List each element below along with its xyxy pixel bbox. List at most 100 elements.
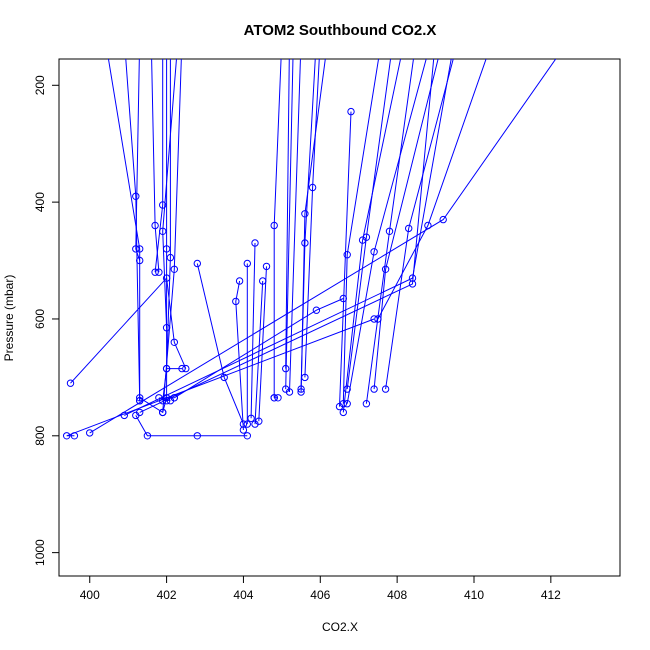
series-group <box>62 59 557 440</box>
data-point <box>243 432 252 440</box>
data-point <box>235 277 244 285</box>
data-point <box>405 224 413 233</box>
data-point <box>170 265 179 273</box>
data-point <box>143 432 152 440</box>
data-point <box>243 259 252 268</box>
series-line <box>107 59 141 401</box>
data-point <box>270 221 278 230</box>
data-point <box>301 210 309 218</box>
data-point <box>243 420 252 428</box>
series-line <box>373 59 439 390</box>
x-tick-label: 404 <box>233 588 253 602</box>
data-point <box>132 411 140 420</box>
series-line <box>162 59 182 413</box>
x-tick-label: 410 <box>464 588 484 602</box>
series-line <box>166 59 171 369</box>
data-point <box>159 397 167 405</box>
data-point <box>251 239 259 247</box>
series-line <box>346 59 392 390</box>
data-point <box>339 400 347 408</box>
series-line <box>235 280 244 431</box>
data-point <box>159 408 167 417</box>
data-point <box>159 201 167 209</box>
data-point <box>247 414 255 422</box>
series-line <box>285 59 294 390</box>
series-line <box>139 59 435 413</box>
series-line <box>300 59 326 393</box>
data-point <box>370 248 378 256</box>
data-point <box>297 388 305 396</box>
series-line <box>196 263 244 425</box>
series-line <box>125 59 141 401</box>
data-point <box>370 315 378 323</box>
data-point <box>312 306 321 314</box>
data-point <box>178 364 186 373</box>
y-tick-label: 200 <box>33 75 47 95</box>
series-line <box>273 59 282 398</box>
data-point <box>362 400 371 408</box>
data-point <box>166 253 175 262</box>
data-point <box>347 107 355 116</box>
y-axis: 200 400 600 800 1000 <box>33 75 59 566</box>
data-point <box>285 388 294 396</box>
data-point <box>239 426 248 434</box>
series-line <box>162 368 182 401</box>
y-tick-label: 800 <box>33 425 47 445</box>
series-line <box>300 59 316 390</box>
x-axis-label: CO2.X <box>322 620 358 634</box>
data-point <box>255 417 263 425</box>
data-point <box>270 394 278 402</box>
data-point <box>339 294 347 303</box>
chart-title: ATOM2 Southbound CO2.X <box>244 22 437 39</box>
data-point <box>66 379 75 387</box>
data-point <box>159 227 167 236</box>
data-point <box>193 259 202 268</box>
data-point <box>70 432 79 440</box>
series-line <box>151 59 160 273</box>
data-point <box>132 245 140 253</box>
data-point <box>381 385 390 393</box>
y-tick-label: 1000 <box>33 539 47 566</box>
series-line <box>135 415 248 437</box>
x-tick-label: 408 <box>387 588 407 602</box>
series-line <box>377 59 487 320</box>
series-line <box>289 59 301 393</box>
data-point <box>86 429 94 437</box>
plot-frame <box>58 58 621 577</box>
series-line <box>174 298 344 399</box>
data-point <box>136 256 144 265</box>
series-line <box>342 59 402 413</box>
series-line <box>162 59 177 328</box>
data-point <box>308 183 317 192</box>
series-line <box>154 59 164 273</box>
data-point <box>358 236 367 244</box>
data-point <box>151 221 159 230</box>
data-point <box>343 385 351 393</box>
data-point <box>381 265 390 273</box>
series-line <box>285 59 290 369</box>
data-point <box>136 394 144 402</box>
series-line <box>89 59 557 434</box>
data-point <box>151 268 159 276</box>
data-point <box>170 338 179 346</box>
data-point <box>155 268 163 276</box>
y-tick-label: 400 <box>33 192 47 212</box>
y-tick-label: 600 <box>33 309 47 329</box>
x-tick-label: 400 <box>80 588 100 602</box>
data-point <box>162 274 171 282</box>
data-point <box>193 432 202 440</box>
data-point <box>408 280 417 288</box>
series-line <box>250 242 256 419</box>
data-point <box>166 397 175 405</box>
data-point <box>343 251 351 259</box>
series-line <box>135 59 141 261</box>
data-point <box>162 364 171 373</box>
data-point <box>374 315 382 323</box>
data-point <box>301 239 309 247</box>
series-line <box>339 111 352 407</box>
data-point <box>182 364 190 373</box>
series-line <box>254 280 264 425</box>
y-axis-label: Pressure (mbar) <box>2 275 16 362</box>
data-point <box>232 297 240 306</box>
